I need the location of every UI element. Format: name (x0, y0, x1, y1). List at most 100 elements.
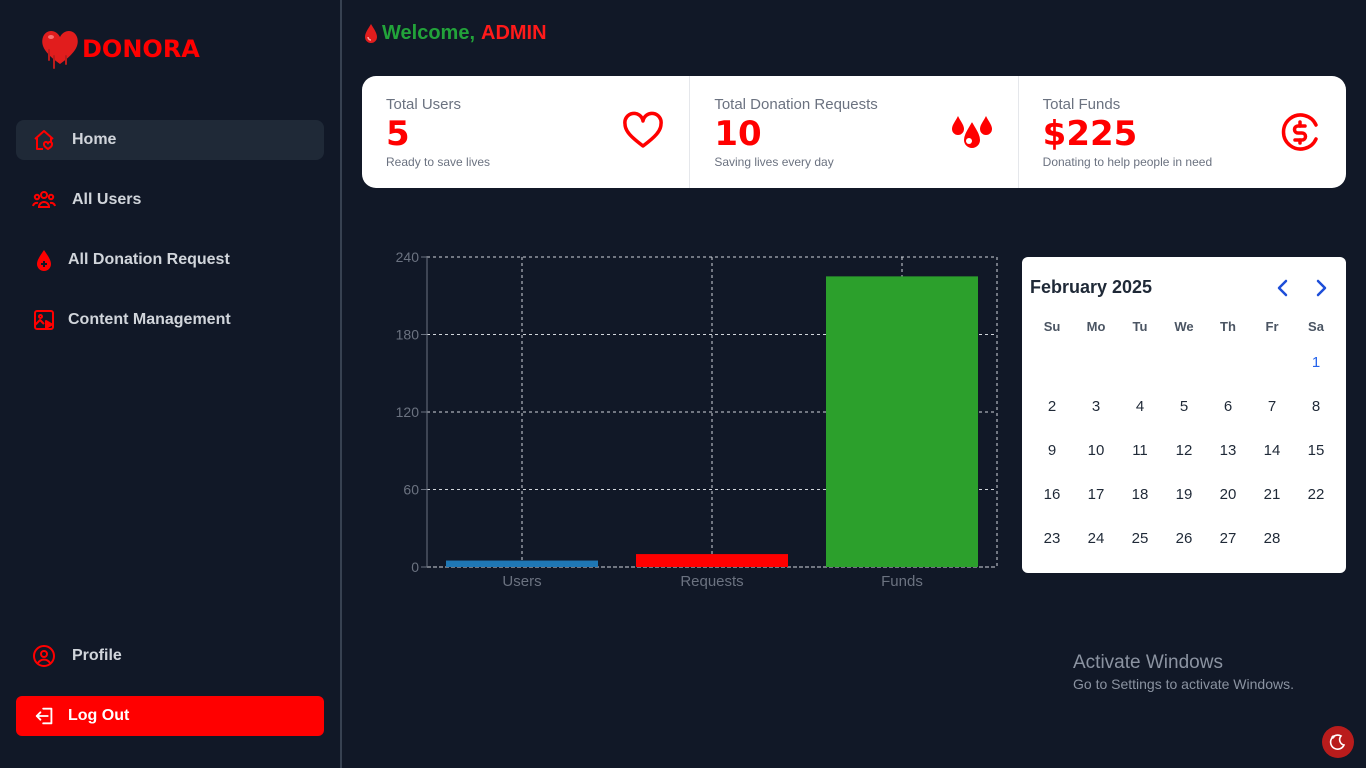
stat-description: Saving lives every day (714, 155, 834, 169)
calendar-day[interactable]: 15 (1307, 442, 1325, 459)
sidebar-item-content-management[interactable]: Content Management (16, 300, 324, 340)
stat-description: Donating to help people in need (1042, 155, 1213, 169)
calendar-day[interactable]: 1 (1311, 354, 1321, 371)
calendar-blank (1074, 341, 1118, 385)
bleeding-heart-icon (42, 31, 78, 69)
bar-funds (826, 276, 978, 567)
theme-toggle-button[interactable] (1322, 726, 1354, 758)
sidebar-item-label: Content Management (68, 311, 231, 328)
calendar-day[interactable]: 23 (1043, 530, 1061, 547)
bar-requests (636, 554, 788, 567)
x-tick-label: Funds (881, 573, 923, 590)
calendar-day[interactable]: 6 (1223, 398, 1233, 415)
calendar-day[interactable]: 19 (1175, 486, 1193, 503)
calendar-day[interactable]: 10 (1087, 442, 1105, 459)
sidebar-item-home[interactable]: Home (16, 120, 324, 160)
calendar-day[interactable]: 3 (1091, 398, 1101, 415)
bar-chart: 0 60 120 180 240 Users Requests Funds (396, 249, 998, 590)
stat-card-users: Total Users 5 Ready to save lives (362, 76, 691, 188)
sidebar-item-all-donation-request[interactable]: All Donation Request (16, 240, 324, 280)
calendar-day[interactable]: 17 (1087, 486, 1105, 503)
stat-title: Total Donation Requests (714, 96, 878, 113)
y-tick-label: 180 (396, 327, 420, 343)
logo[interactable]: DONORA (40, 26, 200, 72)
bar-users (446, 560, 598, 567)
calendar-weekday: Sa (1308, 319, 1324, 334)
calendar-day[interactable]: 22 (1307, 486, 1325, 503)
calendar-day[interactable]: 20 (1219, 486, 1237, 503)
calendar-day[interactable]: 25 (1131, 530, 1149, 547)
stat-title: Total Funds (1042, 96, 1121, 113)
home-icon (34, 130, 54, 150)
x-tick-label: Users (502, 573, 541, 590)
user-circle-icon (33, 645, 55, 667)
stat-value: 10 (714, 114, 762, 154)
x-tick-label: Requests (680, 573, 743, 590)
app-name: DONORA (82, 35, 200, 63)
content-icon (34, 310, 54, 330)
logout-label: Log Out (68, 707, 130, 724)
stat-title: Total Users (386, 96, 462, 113)
calendar-weekday: Su (1043, 319, 1061, 334)
calendar-weekday: Mo (1086, 319, 1106, 334)
calendar-day[interactable]: 12 (1175, 442, 1193, 459)
welcome-user: ADMIN (481, 22, 547, 44)
y-tick-label: 240 (396, 249, 420, 265)
welcome-prefix: Welcome, (382, 22, 475, 44)
calendar-weekday: Tu (1132, 319, 1148, 334)
calendar-day[interactable]: 16 (1043, 486, 1061, 503)
chevron-left-icon[interactable] (1272, 277, 1294, 299)
calendar-day[interactable]: 7 (1267, 398, 1277, 415)
calendar-day[interactable]: 9 (1047, 442, 1057, 459)
calendar-day[interactable]: 4 (1135, 398, 1145, 415)
calendar-blank (1206, 341, 1250, 385)
calendar-day[interactable]: 18 (1131, 486, 1149, 503)
calendar-day[interactable]: 26 (1175, 530, 1193, 547)
blood-drops-icon (951, 116, 992, 150)
dollar-circle-icon (1281, 113, 1318, 151)
sidebar: DONORA Home All Users All Donation Reque… (0, 0, 342, 768)
heart-icon (623, 111, 664, 148)
sidebar-nav: Home All Users All Donation Request Cont… (16, 120, 324, 360)
calendar-day[interactable]: 27 (1219, 530, 1237, 547)
calendar-day[interactable]: 21 (1263, 486, 1281, 503)
stat-card-requests: Total Donation Requests 10 Saving lives … (690, 76, 1019, 188)
calendar-blank (1250, 341, 1294, 385)
calendar-weekday: Fr (1265, 319, 1279, 334)
calendar-weekday: Th (1220, 319, 1236, 334)
sidebar-item-label: Home (72, 131, 117, 148)
calendar-blank (1030, 341, 1074, 385)
calendar-day[interactable]: 11 (1132, 442, 1148, 459)
stat-card-funds: Total Funds $225 Donating to help people… (1019, 76, 1346, 188)
users-icon (32, 191, 56, 208)
sidebar-item-label: All Donation Request (68, 251, 230, 268)
stat-value: 5 (386, 114, 410, 154)
stat-value: $225 (1042, 114, 1138, 154)
y-tick-label: 0 (411, 559, 419, 575)
calendar-day[interactable]: 13 (1219, 442, 1237, 459)
profile-label: Profile (72, 647, 122, 664)
stat-description: Ready to save lives (386, 155, 491, 169)
calendar-day[interactable]: 28 (1263, 530, 1281, 547)
calendar-day[interactable]: 5 (1179, 398, 1189, 415)
stats-panel: Total Users 5 Ready to save lives Total … (362, 76, 1346, 188)
logout-button[interactable]: Log Out (16, 696, 324, 736)
calendar-title: February 2025 (1030, 277, 1153, 297)
calendar: February 2025 Su Mo Tu We Th Fr Sa 1 2 3 4 5 6 7 8 9 10 1… (1022, 257, 1346, 573)
chevron-right-icon[interactable] (1310, 277, 1332, 299)
logout-icon (35, 707, 53, 725)
calendar-day[interactable]: 14 (1263, 442, 1281, 459)
calendar-blank (1162, 341, 1206, 385)
watermark-subtitle: Go to Settings to activate Windows. (1073, 676, 1294, 692)
calendar-blank (1118, 341, 1162, 385)
sidebar-item-profile[interactable]: Profile (16, 636, 324, 676)
watermark-title: Activate Windows (1073, 652, 1223, 673)
calendar-day[interactable]: 2 (1047, 398, 1057, 415)
calendar-day[interactable]: 24 (1087, 530, 1105, 547)
calendar-day[interactable]: 8 (1311, 398, 1321, 415)
moon-icon (1329, 734, 1346, 750)
blood-drop-icon (37, 250, 51, 271)
calendar-weekday: We (1174, 319, 1194, 334)
y-tick-label: 60 (403, 482, 419, 498)
sidebar-item-all-users[interactable]: All Users (16, 180, 324, 220)
